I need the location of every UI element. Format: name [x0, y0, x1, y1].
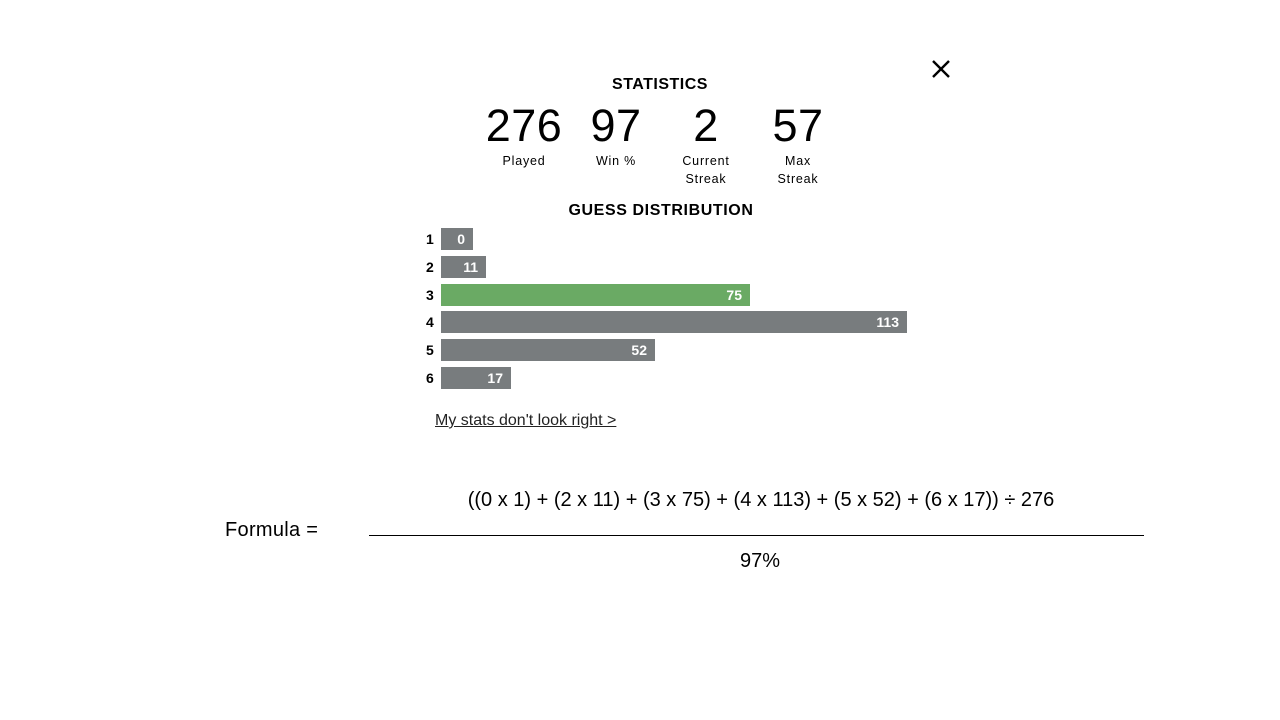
distribution-bar: 11 — [441, 256, 486, 278]
guess-number: 6 — [426, 370, 434, 386]
distribution-row: 3 75 — [420, 284, 750, 306]
stat-current-streak: 2 Current Streak — [656, 100, 756, 188]
close-icon — [932, 60, 950, 78]
distribution-count: 0 — [457, 231, 465, 247]
formula-denominator: 97% — [739, 550, 781, 572]
guess-number: 5 — [426, 342, 434, 358]
guess-number: 4 — [426, 314, 434, 330]
statistics-title: STATISTICS — [612, 76, 708, 93]
distribution-bar: 52 — [441, 339, 655, 361]
stat-label: Max Streak — [777, 154, 819, 186]
stat-win-percent: 97 Win % — [566, 100, 666, 170]
stat-value: 2 — [693, 100, 719, 151]
distribution-row: 2 11 — [420, 256, 486, 278]
close-button[interactable] — [926, 54, 956, 84]
distribution-row: 6 17 — [420, 367, 511, 389]
distribution-bar: 75 — [441, 284, 750, 306]
guess-number: 2 — [426, 259, 434, 275]
guess-number: 3 — [426, 287, 434, 303]
stat-label: Current Streak — [682, 154, 730, 186]
guess-distribution-title: GUESS DISTRIBUTION — [568, 202, 754, 219]
distribution-row: 4 113 — [420, 311, 907, 333]
stat-value: 57 — [772, 100, 824, 151]
distribution-count: 75 — [726, 287, 742, 303]
distribution-count: 113 — [876, 314, 899, 330]
fraction-line — [369, 535, 1144, 536]
distribution-count: 52 — [631, 342, 647, 358]
formula-numerator: ((0 x 1) + (2 x 11) + (3 x 75) + (4 x 11… — [467, 489, 1055, 511]
guess-number: 1 — [426, 231, 434, 247]
distribution-count: 17 — [487, 370, 503, 386]
stat-label: Played — [502, 154, 546, 168]
stat-label: Win % — [595, 154, 637, 168]
formula-label: Formula = — [225, 519, 319, 541]
stat-max-streak: 57 Max Streak — [748, 100, 848, 188]
distribution-count: 11 — [463, 259, 478, 275]
distribution-bar: 17 — [441, 367, 511, 389]
stats-help-link[interactable]: My stats don't look right > — [435, 412, 617, 429]
stat-value: 276 — [485, 100, 563, 151]
stat-value: 97 — [590, 100, 642, 151]
distribution-bar: 113 — [441, 311, 907, 333]
distribution-row: 5 52 — [420, 339, 655, 361]
stat-played: 276 Played — [474, 100, 574, 170]
distribution-bar: 0 — [441, 228, 473, 250]
